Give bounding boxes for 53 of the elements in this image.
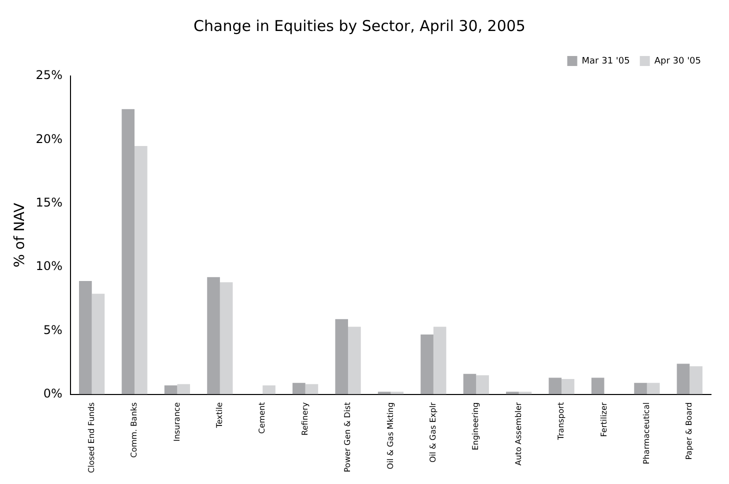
x-tick-label: Transport bbox=[556, 402, 566, 441]
bar bbox=[420, 334, 434, 394]
bar bbox=[134, 146, 148, 394]
bar bbox=[646, 382, 660, 394]
x-tick-label: Oil & Gas Mkting bbox=[386, 402, 395, 470]
y-tick-label: 10% bbox=[36, 259, 62, 274]
x-tick-label: Comm. Banks bbox=[130, 402, 139, 458]
x-tick-label: Fertilizer bbox=[599, 402, 608, 437]
x-tick-label: Closed End Funds bbox=[86, 402, 96, 474]
bar bbox=[79, 280, 92, 394]
bar bbox=[433, 326, 446, 394]
bar bbox=[220, 282, 233, 394]
bar bbox=[548, 378, 562, 394]
bar bbox=[164, 385, 178, 394]
bar bbox=[506, 392, 519, 394]
bar bbox=[676, 364, 690, 394]
x-tick-label: Pharmaceutical bbox=[642, 402, 652, 464]
x-tick-label: Textile bbox=[215, 402, 224, 429]
legend-label: Mar 31 '05 bbox=[582, 56, 630, 66]
bar bbox=[634, 382, 647, 394]
y-tick-label: 25% bbox=[36, 68, 62, 82]
x-tick-label: Auto Assembler bbox=[514, 402, 523, 466]
x-tick-label: Insurance bbox=[172, 402, 182, 442]
chart-title: Change in Equities by Sector, April 30, 2005 bbox=[194, 16, 526, 35]
bar bbox=[476, 375, 489, 394]
legend-label: Apr 30 '05 bbox=[654, 56, 701, 66]
x-tick-label: Cement bbox=[258, 402, 267, 434]
y-tick-label: 0% bbox=[43, 386, 62, 400]
bar bbox=[518, 392, 532, 394]
y-tick-label: 20% bbox=[36, 132, 62, 146]
x-tick-label: Power Gen & Dist bbox=[343, 402, 352, 472]
bar bbox=[562, 379, 574, 394]
bar bbox=[348, 326, 361, 394]
bar bbox=[92, 294, 105, 394]
bar bbox=[207, 277, 220, 394]
bar bbox=[305, 384, 318, 394]
y-axis-title: % of NAV bbox=[12, 202, 28, 268]
bar bbox=[122, 109, 135, 394]
bar bbox=[335, 319, 348, 394]
x-tick-label: Oil & Gas Explr bbox=[428, 402, 438, 463]
x-tick-label: Engineering bbox=[471, 402, 480, 450]
y-tick-label: 5% bbox=[43, 322, 62, 337]
bar bbox=[390, 392, 404, 394]
bar bbox=[463, 374, 476, 394]
x-tick-label: Refinery bbox=[300, 402, 310, 436]
bar bbox=[591, 378, 604, 394]
x-tick-label: Paper & Board bbox=[684, 402, 694, 460]
bar bbox=[292, 382, 306, 394]
bar bbox=[690, 366, 702, 394]
bar bbox=[378, 392, 391, 394]
y-tick-label: 15% bbox=[36, 195, 62, 210]
bar bbox=[262, 385, 276, 394]
bar bbox=[177, 384, 190, 394]
